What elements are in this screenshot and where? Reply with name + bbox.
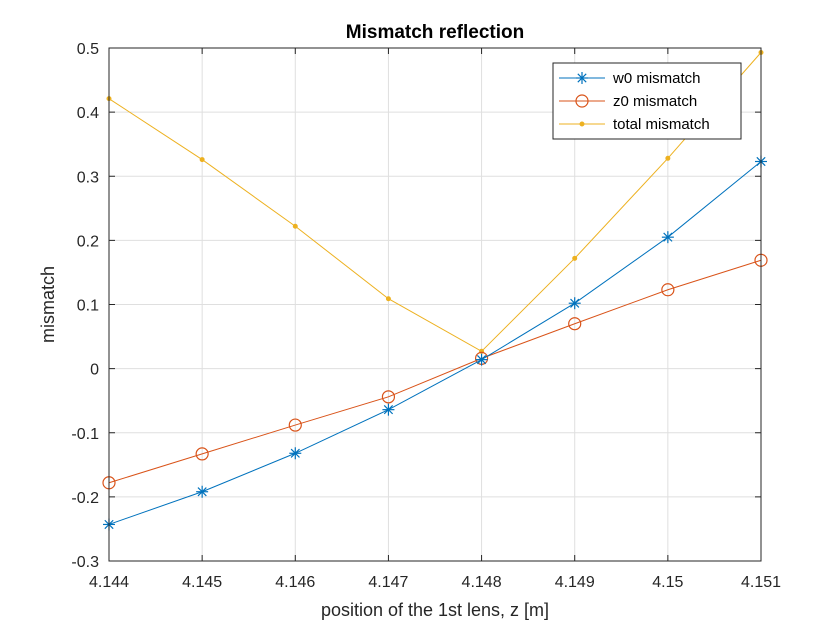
y-tick-label: 0.5: [77, 41, 99, 58]
x-tick-label: 4.151: [741, 574, 781, 591]
data-point: [661, 231, 674, 244]
legend-marker: [579, 121, 585, 127]
grid: [109, 48, 761, 561]
legend-label: total mismatch: [613, 116, 710, 133]
data-point: [381, 390, 396, 404]
legend-item: total mismatch: [559, 116, 710, 133]
data-point: [289, 447, 302, 460]
data-point: [661, 283, 675, 297]
y-tick-label: 0.3: [77, 169, 99, 186]
y-tick-label: -0.3: [71, 554, 99, 571]
legend-item: z0 mismatch: [559, 93, 697, 110]
x-axis-label: position of the 1st lens, z [m]: [321, 600, 549, 620]
data-point: [199, 157, 205, 163]
legend-item: w0 mismatch: [559, 70, 701, 87]
series-line: [108, 52, 762, 352]
y-tick-label: -0.1: [71, 426, 99, 443]
data-point: [665, 155, 671, 161]
data-point: [196, 485, 209, 498]
data-point: [475, 353, 488, 366]
data-point: [195, 447, 209, 461]
x-tick-label: 4.15: [652, 574, 683, 591]
series-line: [108, 259, 762, 484]
ticks: 4.144 4.145 4.146 4.147 4.148 4.149 4.15 4.151 -…: [71, 41, 781, 591]
data-point: [382, 403, 395, 416]
data-point: [568, 297, 581, 310]
x-tick-label: 4.148: [462, 574, 502, 591]
labels: Mismatch reflection position of the 1st …: [38, 22, 549, 620]
x-tick-label: 4.149: [555, 574, 595, 591]
legend-marker: [575, 94, 589, 108]
chart-title: Mismatch reflection: [346, 22, 524, 43]
data-point: [292, 223, 298, 229]
y-tick-label: 0: [90, 362, 99, 379]
x-tick-label: 4.146: [275, 574, 315, 591]
data-point: [572, 255, 578, 261]
x-tick-label: 4.145: [182, 574, 222, 591]
data-point: [385, 296, 391, 302]
data-point: [288, 418, 302, 432]
legend-label: w0 mismatch: [612, 70, 701, 87]
series-z0-mismatch: [102, 253, 768, 490]
y-tick-label: -0.2: [71, 490, 99, 507]
legend-marker: [576, 72, 588, 84]
y-axis-label: mismatch: [38, 266, 58, 343]
x-tick-label: 4.147: [368, 574, 408, 591]
y-tick-label: 0.2: [77, 233, 99, 250]
series-line: [108, 161, 762, 525]
x-tick-label: 4.144: [89, 574, 129, 591]
y-tick-label: 0.1: [77, 298, 99, 315]
legend-label: z0 mismatch: [613, 93, 697, 110]
data-point: [568, 317, 582, 331]
y-tick-label: 0.4: [77, 105, 99, 122]
legend: w0 mismatch z0 mismatch total mismatch: [552, 62, 742, 140]
